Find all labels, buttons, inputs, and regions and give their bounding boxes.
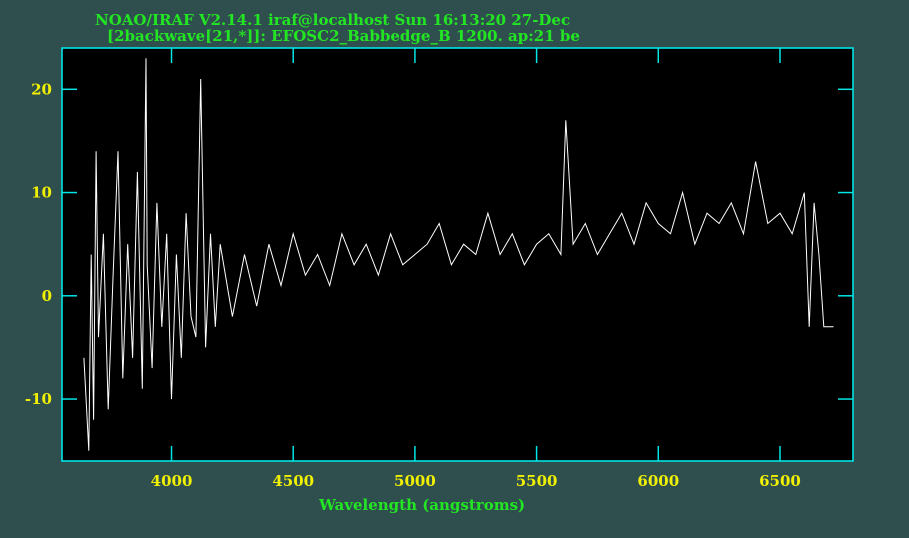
y-tick-label: -10 (25, 390, 52, 408)
x-tick-label: 6000 (637, 472, 679, 490)
spectrum-layer (83, 58, 834, 451)
y-tick-label: 20 (31, 80, 52, 98)
tick-layer: 4000 4500 5000 5500 6000 6500 -10 0 10 20 (25, 48, 853, 490)
plot-frame (61, 47, 854, 462)
y-tick-label: 0 (42, 287, 52, 305)
x-tick-label: 4000 (151, 472, 193, 490)
x-axis-label: Wavelength (angstroms) (319, 496, 526, 514)
x-tick-label: 5500 (516, 472, 558, 490)
chart-title: NOAO/IRAF V2.14.1 iraf@localhost Sun 16:… (95, 11, 571, 29)
x-tick-label: 6500 (759, 472, 801, 490)
spectrum-line-0 (83, 58, 834, 451)
x-tick-label: 5000 (394, 472, 436, 490)
chart-subtitle: [2backwave[21,*]]: EFOSC2_Babbedge_B 120… (107, 27, 580, 45)
y-tick-label: 10 (31, 184, 52, 202)
x-tick-label: 4500 (272, 472, 314, 490)
